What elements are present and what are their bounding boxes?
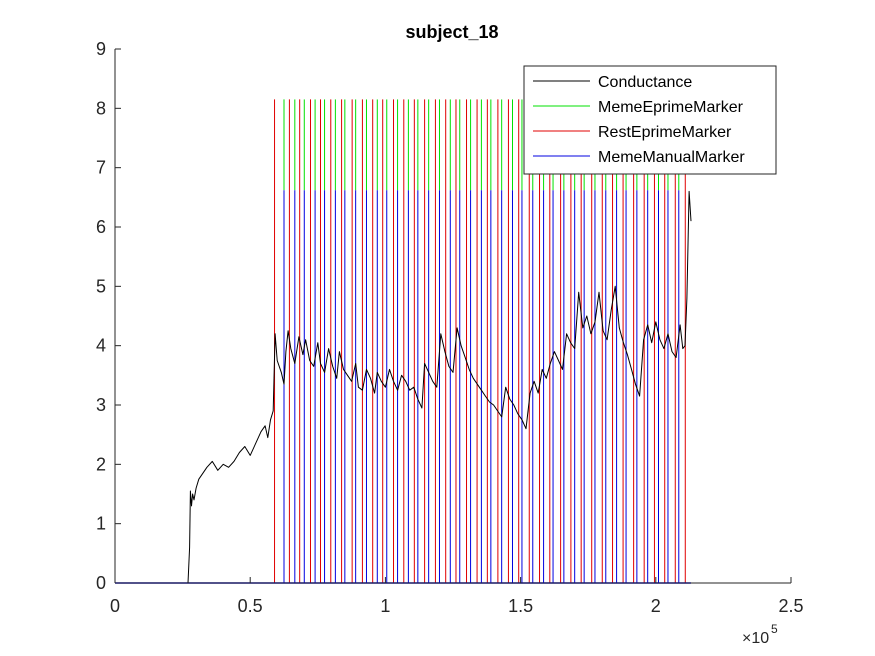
y-tick-label-6: 6 [96,217,106,237]
y-tick-label-4: 4 [96,336,106,356]
x-tick-label-2: 1 [380,596,390,616]
x-exponent: ×10 5 [742,622,778,647]
legend-label-MemeEprimeMarker: MemeEprimeMarker [598,99,744,116]
y-tick-label-5: 5 [96,276,106,296]
x-tick-label-5: 2.5 [778,596,803,616]
series-line-Conductance [115,190,692,584]
axes-layer [114,49,791,584]
x-tick-label-4: 2 [651,596,661,616]
y-tick-label-9: 9 [96,39,106,59]
x-tick-label-0: 0 [110,596,120,616]
chart-title: subject_18 [405,22,498,42]
y-tick-label-8: 8 [96,98,106,118]
ticks-layer: 0 0.5 1 1.5 2 2.5 0 1 2 3 4 5 6 7 8 9 [96,39,804,616]
x-exponent-base: ×10 [742,630,769,647]
y-tick-label-1: 1 [96,514,106,534]
x-tick-label-3: 1.5 [508,596,533,616]
y-tick-label-0: 0 [96,573,106,593]
legend-label-RestEprimeMarker: RestEprimeMarker [598,124,732,141]
y-tick-label-7: 7 [96,158,106,178]
conductance-layer [115,190,692,584]
y-tick-label-2: 2 [96,454,106,474]
x-exponent-power: 5 [771,622,778,636]
legend-label-Conductance: Conductance [598,74,692,91]
y-tick-label-3: 3 [96,395,106,415]
plot-area [115,99,692,584]
legend: Conductance MemeEprimeMarker RestEprimeMar… [523,65,777,175]
x-tick-label-1: 0.5 [238,596,263,616]
legend-label-MemeManualMarker: MemeManualMarker [598,149,745,166]
markers-layer [115,99,691,584]
